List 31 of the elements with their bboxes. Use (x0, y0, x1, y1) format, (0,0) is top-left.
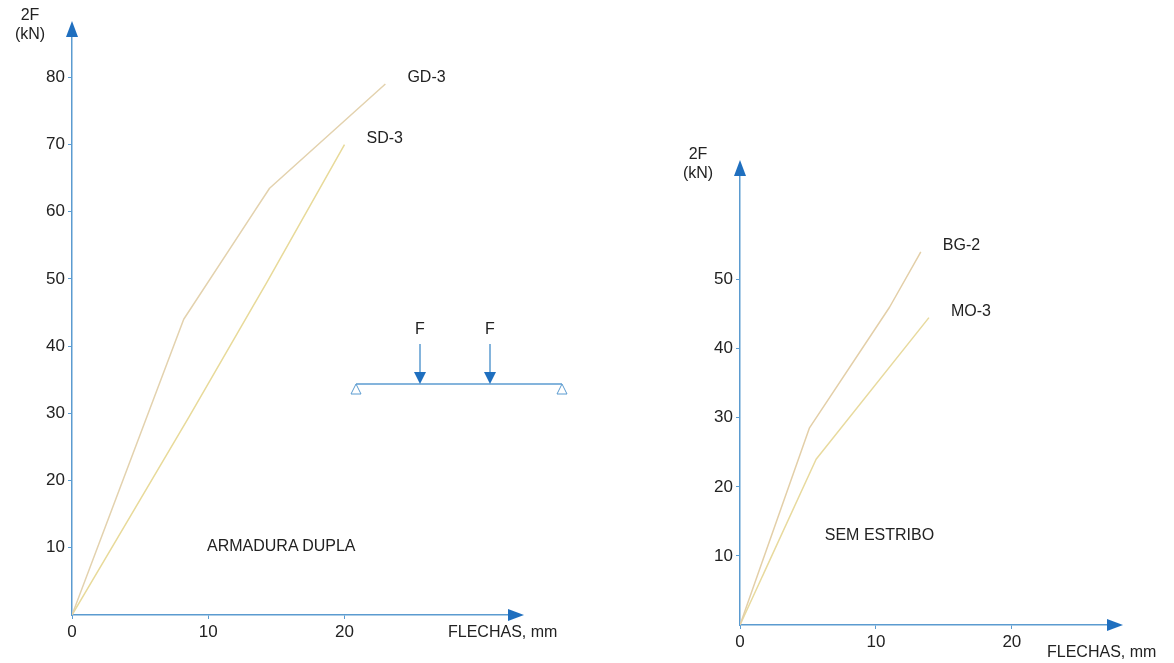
annotation: ARMADURA DUPLA (207, 536, 356, 555)
x-axis-title: FLECHAS, mm (448, 623, 558, 641)
y-tick-label: 40 (714, 338, 733, 358)
annotation: F (485, 320, 495, 338)
x-tick-label: 20 (335, 621, 354, 641)
y-tick-label: 40 (46, 335, 65, 355)
y-tick-label: 80 (46, 67, 65, 87)
series-label: BG-2 (942, 236, 981, 254)
y-tick-label: 60 (46, 201, 65, 221)
y-tick-label: 10 (46, 537, 65, 557)
x-tick-label: 10 (866, 631, 886, 651)
y-tick-label: 20 (46, 470, 65, 490)
series-label: SD-3 (366, 128, 404, 146)
annotation: F (415, 320, 425, 338)
x-axis-title: FLECHAS, mm (1047, 643, 1157, 661)
x-tick-label: 20 (1002, 631, 1022, 651)
y-tick-label: 50 (46, 268, 65, 288)
x-tick-label: 10 (198, 621, 218, 641)
x-tick-label: 0 (735, 631, 745, 651)
y-axis-title: 2F (kN) (681, 144, 715, 182)
series-label: GD-3 (407, 68, 446, 86)
y-tick-label: 70 (46, 134, 65, 154)
y-tick-label: 50 (714, 269, 733, 289)
y-axis-title: 2F (kN) (13, 5, 47, 43)
y-tick-label: 10 (714, 545, 733, 565)
x-tick-label: 0 (67, 621, 77, 641)
y-tick-label: 20 (714, 476, 733, 496)
y-tick-label: 30 (46, 403, 65, 423)
annotation: SEM ESTRIBO (824, 526, 935, 545)
y-tick-label: 30 (714, 407, 733, 427)
series-label: MO-3 (950, 302, 992, 320)
